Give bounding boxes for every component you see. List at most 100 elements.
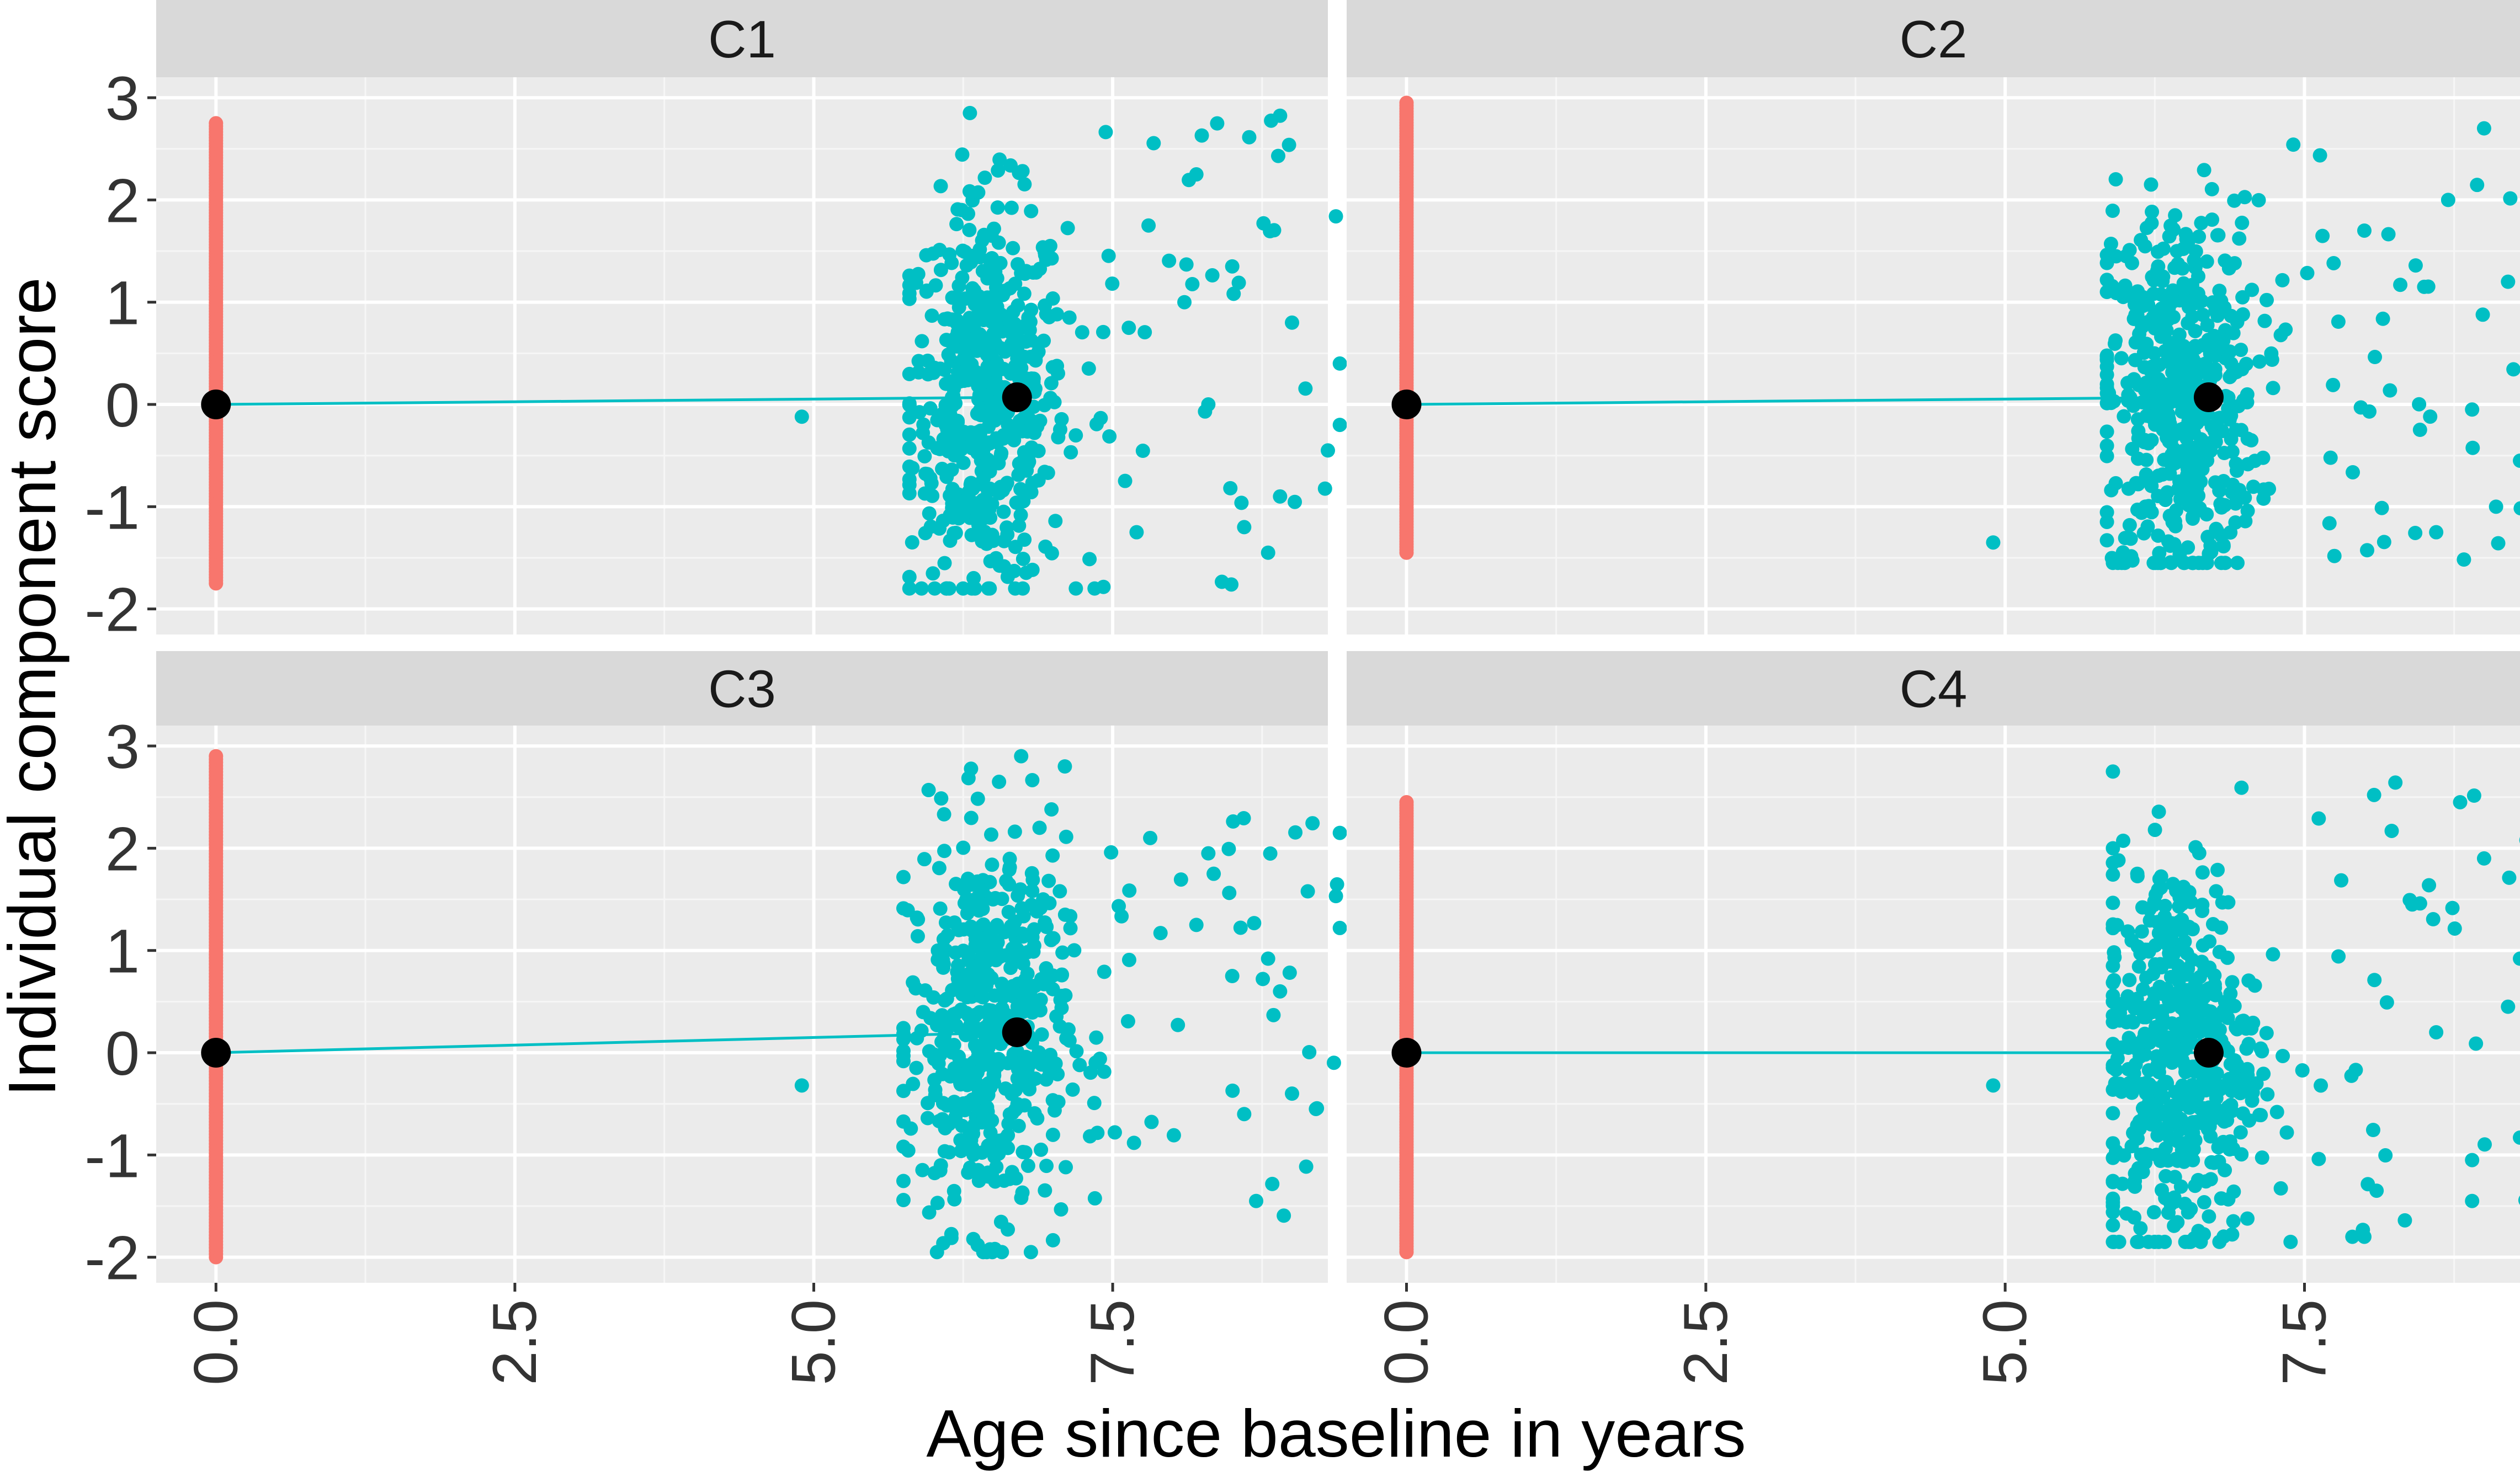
followup-point — [972, 388, 987, 403]
followup-point — [962, 222, 977, 237]
followup-point — [1206, 866, 1221, 881]
followup-point — [961, 206, 976, 221]
followup-point — [1062, 310, 1077, 325]
followup-point — [1144, 1115, 1159, 1129]
followup-point — [1059, 1160, 1073, 1175]
followup-point — [992, 152, 1007, 167]
followup-point — [905, 535, 919, 550]
followup-point — [2186, 1153, 2200, 1167]
followup-point — [2133, 1221, 2148, 1236]
followup-point — [2368, 350, 2383, 365]
followup-point — [2197, 1106, 2212, 1121]
followup-point — [1003, 158, 1018, 173]
followup-point — [2124, 255, 2139, 270]
followup-point — [1068, 428, 1083, 443]
followup-point — [991, 235, 1006, 250]
followup-mean-point — [1002, 1017, 1032, 1047]
followup-point — [2159, 1075, 2174, 1090]
followup-point — [944, 462, 959, 477]
followup-point — [2142, 1077, 2157, 1092]
followup-point — [1105, 276, 1120, 291]
followup-point — [2253, 1041, 2268, 1056]
followup-point — [1236, 811, 1251, 825]
followup-point — [2191, 1224, 2206, 1239]
followup-point — [2465, 402, 2480, 417]
followup-point — [2405, 897, 2420, 912]
followup-point — [2273, 1181, 2288, 1196]
followup-point — [2367, 787, 2381, 802]
followup-point — [1332, 356, 1347, 371]
followup-point — [1024, 866, 1039, 881]
followup-point — [1270, 148, 1285, 163]
followup-point — [1273, 984, 1288, 999]
followup-point — [1068, 581, 1083, 596]
followup-point — [1237, 1107, 1252, 1122]
followup-point — [2181, 316, 2195, 330]
followup-point — [1104, 845, 1119, 860]
followup-point — [969, 1065, 984, 1080]
followup-point — [2502, 870, 2517, 885]
followup-point — [956, 426, 971, 441]
followup-point — [2177, 1091, 2192, 1106]
followup-point — [958, 983, 973, 998]
followup-point — [2122, 518, 2137, 532]
followup-point — [2144, 216, 2159, 231]
followup-point — [1043, 391, 1058, 406]
followup-point — [2441, 193, 2455, 207]
followup-point — [1014, 360, 1029, 375]
followup-point — [2156, 378, 2171, 393]
followup-point — [2141, 944, 2156, 959]
followup-point — [2162, 954, 2177, 969]
followup-point — [2197, 963, 2212, 978]
followup-point — [2240, 1211, 2255, 1226]
followup-point — [1001, 1140, 1016, 1155]
followup-point — [2216, 537, 2231, 552]
followup-point — [2378, 1148, 2393, 1163]
followup-point — [2286, 137, 2301, 152]
followup-point — [2122, 285, 2137, 300]
baseline-point — [209, 116, 224, 131]
followup-point — [985, 290, 1000, 305]
followup-point — [2311, 1151, 2326, 1166]
followup-point — [2453, 795, 2468, 809]
followup-point — [1039, 1072, 1054, 1087]
followup-point — [2149, 1004, 2163, 1019]
followup-point — [902, 486, 917, 501]
followup-point — [955, 1118, 970, 1133]
facet-c3: C3 — [156, 651, 1347, 1283]
followup-point — [1027, 938, 1041, 953]
followup-point — [2202, 1119, 2217, 1134]
followup-point — [902, 410, 917, 425]
followup-point — [2204, 182, 2219, 196]
followup-point — [2240, 1063, 2255, 1078]
followup-point — [2119, 1206, 2134, 1221]
followup-point — [993, 255, 1008, 270]
x-tick-label: 7.5 — [1078, 1299, 1147, 1385]
followup-point — [2383, 383, 2397, 398]
followup-point — [996, 990, 1011, 1005]
followup-point — [2221, 895, 2236, 910]
followup-point — [2110, 1051, 2125, 1066]
followup-point — [1300, 884, 1315, 899]
followup-point — [2476, 851, 2491, 866]
followup-point — [921, 782, 936, 797]
followup-point — [2208, 434, 2223, 449]
followup-point — [2266, 947, 2280, 962]
followup-point — [921, 435, 936, 450]
followup-point — [2412, 423, 2427, 438]
followup-point — [2217, 446, 2232, 461]
followup-point — [1082, 552, 1097, 567]
followup-point — [2130, 869, 2145, 884]
followup-point — [1065, 1082, 1080, 1097]
followup-point — [2099, 533, 2114, 548]
followup-point — [1025, 772, 1040, 787]
followup-point — [947, 526, 961, 541]
followup-point — [1053, 993, 1068, 1007]
followup-point — [1233, 920, 1248, 935]
followup-point — [2197, 1195, 2211, 1210]
followup-point — [1326, 1055, 1341, 1070]
followup-point — [2195, 938, 2210, 953]
followup-point — [2209, 884, 2224, 899]
followup-point — [1249, 1193, 1264, 1208]
followup-point — [1177, 295, 1192, 310]
